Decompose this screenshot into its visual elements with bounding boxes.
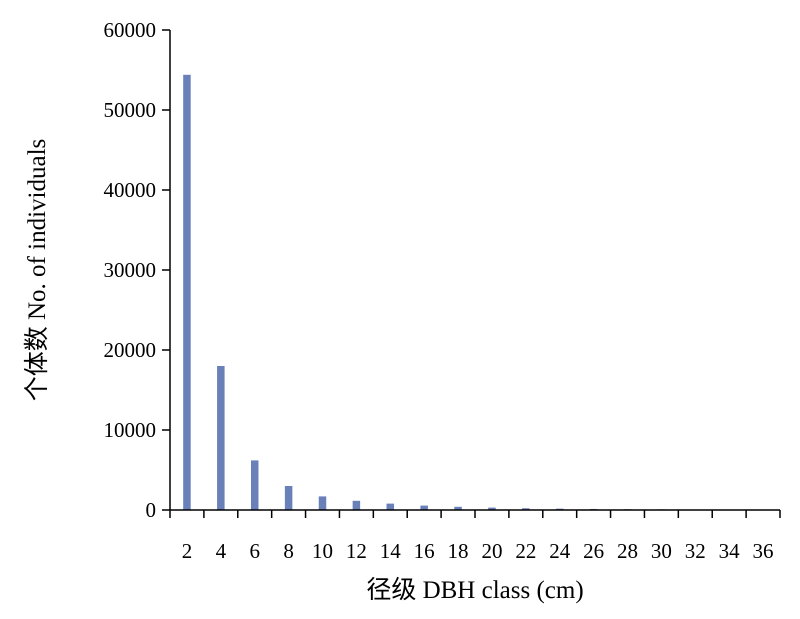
bars-group [183, 74, 767, 511]
x-tick-label: 30 [651, 539, 672, 563]
x-tick-label: 24 [549, 539, 571, 563]
x-tick-label: 12 [346, 539, 367, 563]
x-tick-label: 28 [617, 539, 638, 563]
y-tick-label: 60000 [104, 18, 157, 42]
y-axis-title: 个体数 No. of individuals [23, 139, 51, 402]
x-tick-label: 14 [380, 539, 402, 563]
x-tick-label: 6 [249, 539, 260, 563]
bar-20 [488, 507, 496, 510]
y-tick-label: 50000 [104, 98, 157, 122]
bar-22 [522, 508, 530, 510]
bar-14 [386, 503, 395, 510]
bar-4 [217, 366, 225, 510]
x-tick-label: 20 [481, 539, 502, 563]
y-tick-label: 0 [146, 498, 157, 522]
bar-2 [183, 74, 191, 511]
bar-6 [250, 460, 259, 510]
axes-group [169, 30, 780, 511]
bar-12 [352, 500, 361, 510]
y-tick-label: 20000 [104, 338, 157, 362]
bar-8 [284, 486, 293, 510]
y-tick-label: 40000 [104, 178, 157, 202]
bar-10 [318, 496, 327, 510]
x-axis-title: 径级 DBH class (cm) [366, 576, 583, 604]
x-tick-label: 2 [182, 539, 193, 563]
x-tick-label: 10 [312, 539, 333, 563]
x-tick-label: 32 [685, 539, 706, 563]
bar-18 [454, 506, 462, 510]
bar-16 [420, 505, 428, 510]
x-tick-label: 18 [448, 539, 469, 563]
y-tick-label: 30000 [104, 258, 157, 282]
x-tick-label: 22 [515, 539, 536, 563]
x-tick-label: 36 [753, 539, 774, 563]
x-tick-label: 4 [216, 539, 227, 563]
x-tick-label: 8 [283, 539, 294, 563]
x-tick-label: 16 [414, 539, 435, 563]
y-tick-label: 10000 [104, 418, 157, 442]
y-ticks-group: 0 10000 20000 30000 40000 50000 60000 [104, 18, 170, 522]
x-tick-label: 26 [583, 539, 604, 563]
x-ticks-group: 2 4 6 8 10 12 14 16 18 20 22 24 26 28 30 32 34 36 [169, 510, 781, 563]
x-tick-label: 34 [719, 539, 741, 563]
